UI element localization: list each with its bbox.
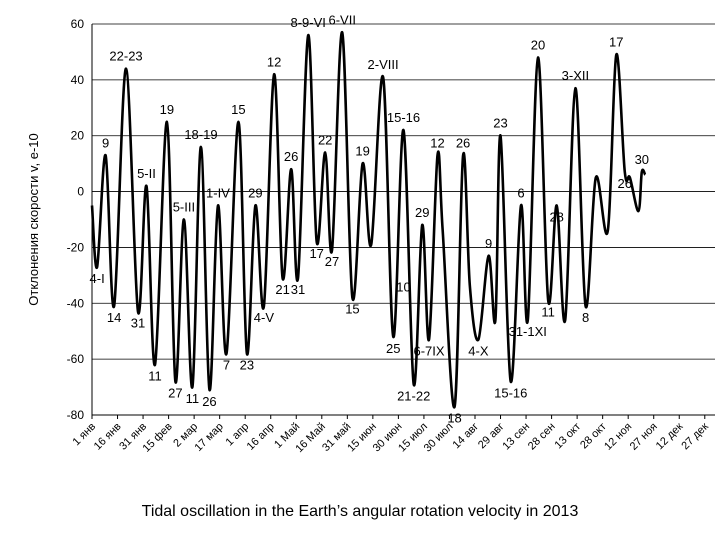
y-tick-label: 0 <box>77 185 84 199</box>
peak-label: 10 <box>396 279 410 294</box>
peak-label: 30 <box>635 152 649 167</box>
peak-label: 9 <box>485 236 492 251</box>
peak-label: 29 <box>415 205 429 220</box>
peak-label: 29 <box>248 186 262 201</box>
peak-label: 27 <box>168 385 182 400</box>
peak-label: 20 <box>531 38 545 53</box>
x-tick-label: 28 сен <box>526 421 558 453</box>
y-axis-label: Отклонения скорости v, e-10 <box>26 133 41 306</box>
x-tick-label: 12 дек <box>654 421 686 453</box>
peak-label: 26 <box>284 149 298 164</box>
peak-label: 15 <box>345 302 359 317</box>
grid-lines <box>92 23 715 416</box>
peak-label: 19 <box>355 144 369 159</box>
peak-label: 7 <box>223 358 230 373</box>
peak-label: 18 <box>447 411 461 426</box>
peak-label: 26 <box>456 135 470 150</box>
x-tick-label: 27 ноя <box>628 421 660 453</box>
peak-label: 4-I <box>90 271 105 286</box>
x-tick-label: 16 янв <box>92 421 124 453</box>
peak-label: 6-VII <box>328 12 355 27</box>
peak-label: 1-IV <box>206 186 230 201</box>
figure-caption: Tidal oscillation in the Earth’s angular… <box>141 503 579 520</box>
peak-label: 31-1XI <box>509 324 547 339</box>
peak-label: 31 <box>131 316 145 331</box>
series-lines <box>90 31 647 409</box>
peak-label: 11 <box>541 304 555 319</box>
peak-label: 5-III <box>173 200 195 215</box>
peak-label: 17 <box>309 246 323 261</box>
peak-label: 26 <box>202 394 216 409</box>
peak-label: 12 <box>430 135 444 150</box>
x-tick-label: 30 июл <box>422 421 456 455</box>
peak-label: 25 <box>386 341 400 356</box>
peak-label: 22-23 <box>109 49 142 64</box>
x-tick-label: 13 окт <box>553 421 584 452</box>
peak-label: 5-II <box>137 166 156 181</box>
x-tick-label: 16 апр <box>245 421 277 453</box>
peak-label: 11 <box>186 391 200 406</box>
peak-label: 12 <box>267 54 281 69</box>
peak-label: 28 <box>549 210 563 225</box>
peak-label: 18-19 <box>184 127 217 142</box>
peak-label: 26 <box>618 176 632 191</box>
peak-label: 21-22 <box>397 388 430 403</box>
peak-label: 6-7IX <box>413 344 444 359</box>
peak-label: 14 <box>107 310 121 325</box>
peak-label: 19 <box>160 102 174 117</box>
y-tick-label: -40 <box>67 296 85 310</box>
peak-label: 31 <box>291 282 305 297</box>
peak-label: 27 <box>325 254 339 269</box>
peak-labels: 4-I 9 14 22-23 31 5-II 11 19 27 5-III 11 18-19 26 1-I… <box>90 12 650 425</box>
peak-label: 11 <box>148 369 162 384</box>
peak-label: 8-9-VI <box>290 15 325 30</box>
series-line <box>90 31 647 409</box>
peak-label: 4-X <box>468 344 489 359</box>
peak-label: 6 <box>517 186 524 201</box>
x-tick-label: 12 ноя <box>602 421 634 453</box>
y-tick-label: -80 <box>67 408 85 422</box>
y-tick-label: -60 <box>67 352 85 366</box>
peak-label: 9 <box>102 135 109 150</box>
y-tick-label: 60 <box>71 17 85 31</box>
peak-label: 17 <box>609 35 623 50</box>
x-tick-label: 13 сен <box>500 421 532 453</box>
peak-label: 15-16 <box>494 385 527 400</box>
peak-label: 3-XII <box>562 68 589 83</box>
peak-label: 8 <box>582 310 589 325</box>
peak-label: 15-16 <box>387 110 420 125</box>
peak-label: 4-V <box>254 310 275 325</box>
x-tick-label: 27 дек <box>679 421 711 453</box>
peak-label: 23 <box>240 358 254 373</box>
peak-label: 15 <box>231 102 245 117</box>
peak-label: 21 <box>275 282 289 297</box>
x-tick-label: 17 мар <box>192 421 225 454</box>
y-tick-label: 20 <box>71 129 85 143</box>
peak-label: 2-VIII <box>368 57 399 72</box>
peak-label: 22 <box>318 132 332 147</box>
y-tick-label: 40 <box>71 73 85 87</box>
peak-label: 23 <box>493 116 507 131</box>
y-tick-label: -20 <box>67 240 85 254</box>
